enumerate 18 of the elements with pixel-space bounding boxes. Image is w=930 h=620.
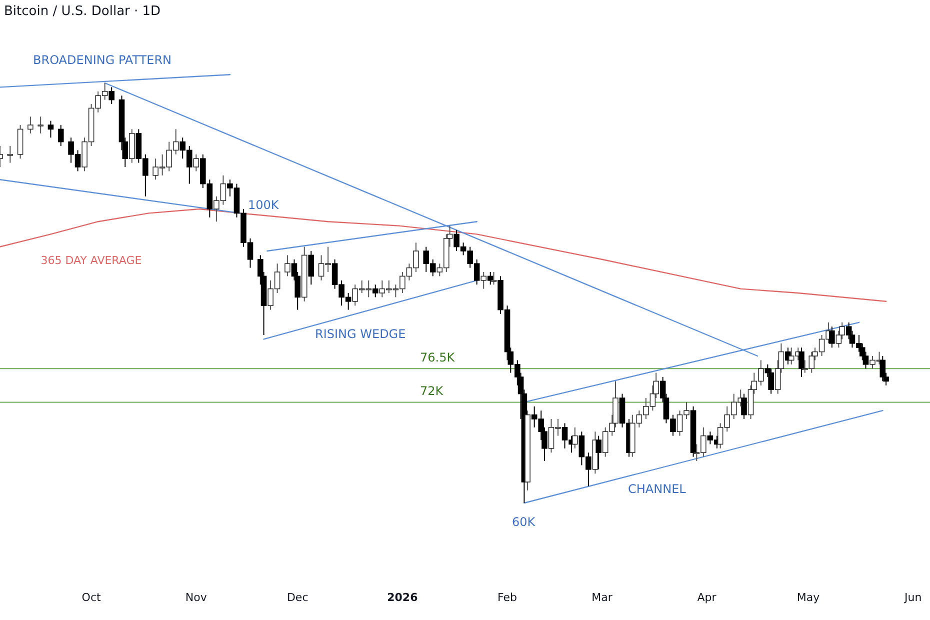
x-tick-label: Nov xyxy=(185,590,208,604)
x-tick-label: 2026 xyxy=(387,590,418,604)
text: 60K xyxy=(512,515,536,529)
x-tick-label: Jun xyxy=(903,590,922,604)
annotation: RISING WEDGE xyxy=(315,327,406,341)
x-tick-label: Apr xyxy=(697,590,717,604)
x-tick-label: Oct xyxy=(82,590,102,604)
x-tick-label: Dec xyxy=(286,590,308,604)
annotation: 100K xyxy=(248,198,280,212)
x-tick-label: May xyxy=(796,590,820,604)
x-tick-label: Mar xyxy=(592,590,613,604)
x-tick-label: Feb xyxy=(498,590,518,604)
series-label: 365 DAY AVERAGE xyxy=(40,254,142,268)
ref-line-label: 76.5K xyxy=(420,350,456,365)
annotation: CHANNEL xyxy=(628,482,686,496)
ref-line-label: 72K xyxy=(420,384,444,398)
chart-title: Bitcoin / U.S. Dollar · 1D xyxy=(4,4,161,19)
text: BROADENING PATTERN xyxy=(33,53,172,67)
